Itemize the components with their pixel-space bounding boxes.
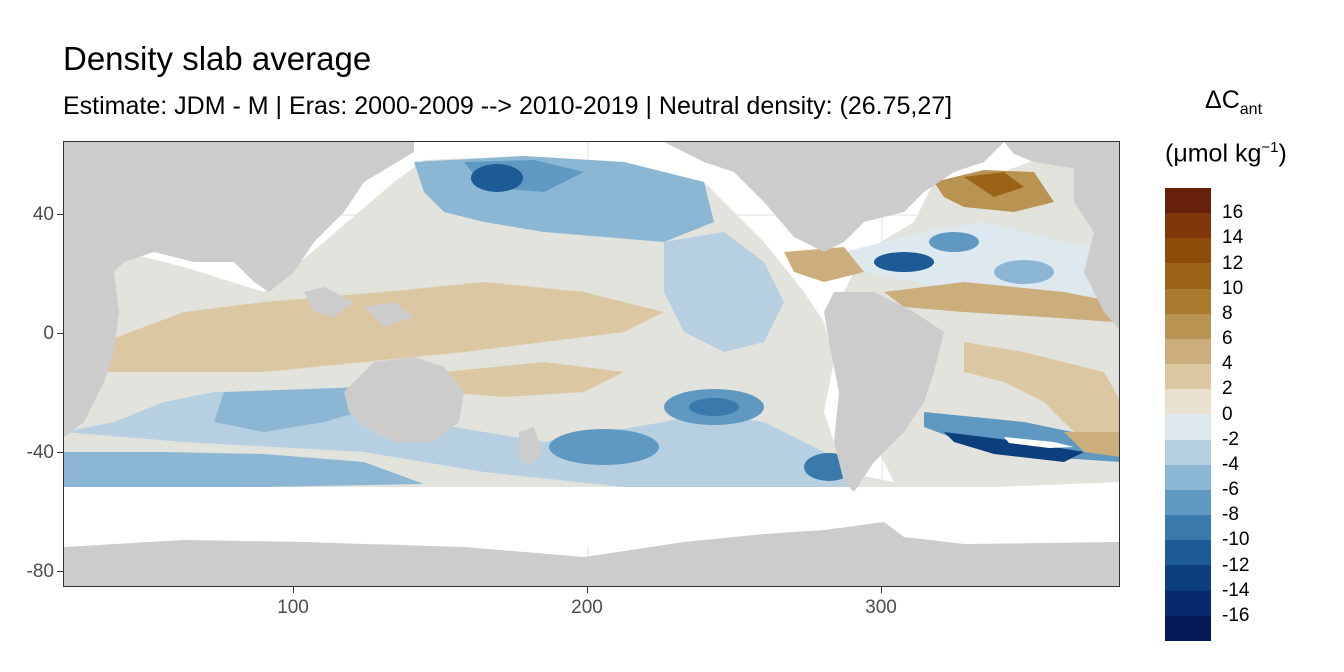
y-tick-label: -80 <box>26 561 54 582</box>
y-tickmark-0 <box>57 333 63 334</box>
legend-swatch <box>1165 414 1211 440</box>
legend-label: 12 <box>1222 252 1244 274</box>
legend-label: 8 <box>1222 302 1233 324</box>
y-tick-label: -40 <box>26 442 54 463</box>
legend-unit-superscript: −1 <box>1261 139 1279 156</box>
legend-swatch <box>1165 188 1211 214</box>
legend-swatch <box>1165 515 1211 541</box>
legend-title-subscript: ant <box>1239 101 1263 118</box>
x-tick-label: 200 <box>571 597 603 618</box>
legend-label: 6 <box>1222 328 1233 349</box>
y-tickmark-neg40 <box>57 452 63 453</box>
legend-swatch <box>1165 213 1211 239</box>
x-tickmark-300 <box>881 587 882 593</box>
legend-label: -6 <box>1222 479 1239 500</box>
legend-title-unit: (μmol kg−1) <box>1165 140 1287 166</box>
legend-label: 14 <box>1222 227 1244 249</box>
legend-label: 10 <box>1222 277 1244 299</box>
legend-swatch <box>1165 238 1211 264</box>
y-tickmark-40 <box>57 214 63 215</box>
legend-swatch <box>1165 389 1211 415</box>
legend-swatch <box>1165 313 1211 339</box>
legend-swatch <box>1165 489 1211 516</box>
legend-label: 16 <box>1222 202 1244 224</box>
legend-label: -8 <box>1222 504 1239 526</box>
map-panel <box>63 141 1120 587</box>
legend-unit-text: (μmol kg <box>1165 139 1262 168</box>
y-tickmark-neg80 <box>57 571 63 572</box>
legend-label: -10 <box>1222 529 1250 551</box>
legend-swatch <box>1165 565 1211 591</box>
x-tickmark-200 <box>587 587 588 593</box>
y-tick-label: 0 <box>43 323 54 344</box>
legend-swatch <box>1165 464 1211 490</box>
legend-swatch <box>1165 288 1211 314</box>
legend-swatch <box>1165 615 1211 641</box>
legend-colorbar <box>1165 188 1211 641</box>
legend-label: -2 <box>1222 428 1239 450</box>
legend-label: 0 <box>1222 403 1233 425</box>
legend-label: 4 <box>1222 353 1233 375</box>
legend-swatch <box>1165 540 1211 566</box>
x-tick-label: 100 <box>277 597 309 618</box>
legend-swatch <box>1165 590 1211 616</box>
x-tickmark-100 <box>293 587 294 593</box>
legend-title-delta: ΔC <box>1205 86 1240 114</box>
x-tick-label: 300 <box>865 597 897 618</box>
legend-label: -4 <box>1222 453 1239 475</box>
legend-swatch <box>1165 439 1211 465</box>
map-canvas <box>64 142 1119 586</box>
legend-label: -16 <box>1222 604 1250 626</box>
page-subtitle: Estimate: JDM - M | Eras: 2000-2009 --> … <box>63 92 953 120</box>
legend-swatch <box>1165 364 1211 390</box>
legend-label: 2 <box>1222 378 1233 400</box>
legend-title-variable: ΔCant <box>1205 88 1262 118</box>
legend-swatch <box>1165 263 1211 289</box>
legend-label: -12 <box>1222 554 1250 576</box>
page-title: Density slab average <box>63 40 372 77</box>
legend-unit-close: ) <box>1278 139 1287 168</box>
legend-swatch <box>1165 338 1211 365</box>
y-tick-label: 40 <box>32 204 54 225</box>
legend-label: -14 <box>1222 579 1250 601</box>
